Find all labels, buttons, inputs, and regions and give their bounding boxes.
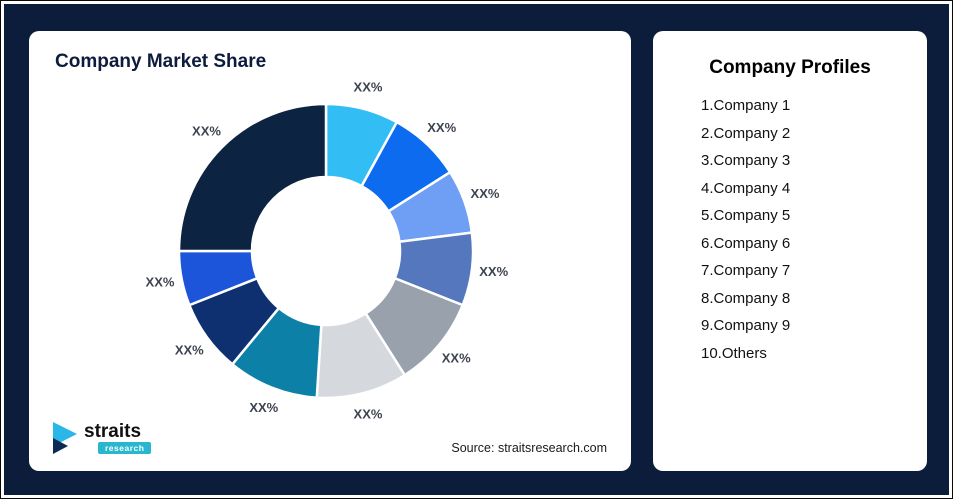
logo-subtitle: research — [98, 442, 152, 454]
list-item: 7.Company 7 — [701, 262, 791, 279]
list-item: 10.Others — [701, 344, 767, 362]
slice-label: XX% — [427, 120, 456, 135]
company-list: 1.Company 1 2.Company 2 3.Company 3 4.Compa… — [653, 97, 927, 362]
list-item: 1.Company 1 — [701, 97, 791, 114]
slice-label: XX% — [146, 275, 175, 290]
slice-label: XX% — [442, 351, 471, 366]
market-share-card: Company Market Share XX% XX% XX% XX% XX% XX% X… — [29, 31, 631, 471]
slice-label: XX% — [471, 186, 500, 201]
list-item: 3.Company 3 — [701, 152, 791, 169]
slice-label: XX% — [192, 124, 221, 139]
straits-research-logo: straits research — [51, 421, 152, 455]
chart-title: Company Market Share — [55, 51, 267, 72]
source-note: Source: straitsresearch.com — [451, 441, 607, 455]
logo-icon — [53, 422, 77, 454]
slice-label: XX% — [249, 400, 278, 415]
list-item: 5.Company 5 — [701, 207, 791, 224]
list-item: 9.Company 9 — [701, 317, 791, 334]
donut-chart: XX% XX% XX% XX% XX% XX% XX% XX% XX% XX% — [146, 79, 509, 422]
company-profiles-card: Company Profiles 1.Company 1 2.Company 2 3… — [653, 31, 927, 471]
list-item: 6.Company 6 — [701, 234, 791, 252]
logo-wordmark: straits — [84, 421, 142, 442]
slice-label: XX% — [354, 407, 383, 422]
slice-label: XX% — [354, 79, 383, 94]
list-item: 2.Company 2 — [701, 124, 791, 142]
list-item: 4.Company 4 — [701, 179, 791, 197]
slice-label: XX% — [479, 264, 508, 279]
donut-segment — [177, 102, 328, 253]
slice-label: XX% — [175, 342, 204, 357]
list-item: 8.Company 8 — [701, 289, 791, 307]
logo-text: straits research — [84, 421, 152, 454]
profiles-title: Company Profiles — [709, 57, 871, 78]
